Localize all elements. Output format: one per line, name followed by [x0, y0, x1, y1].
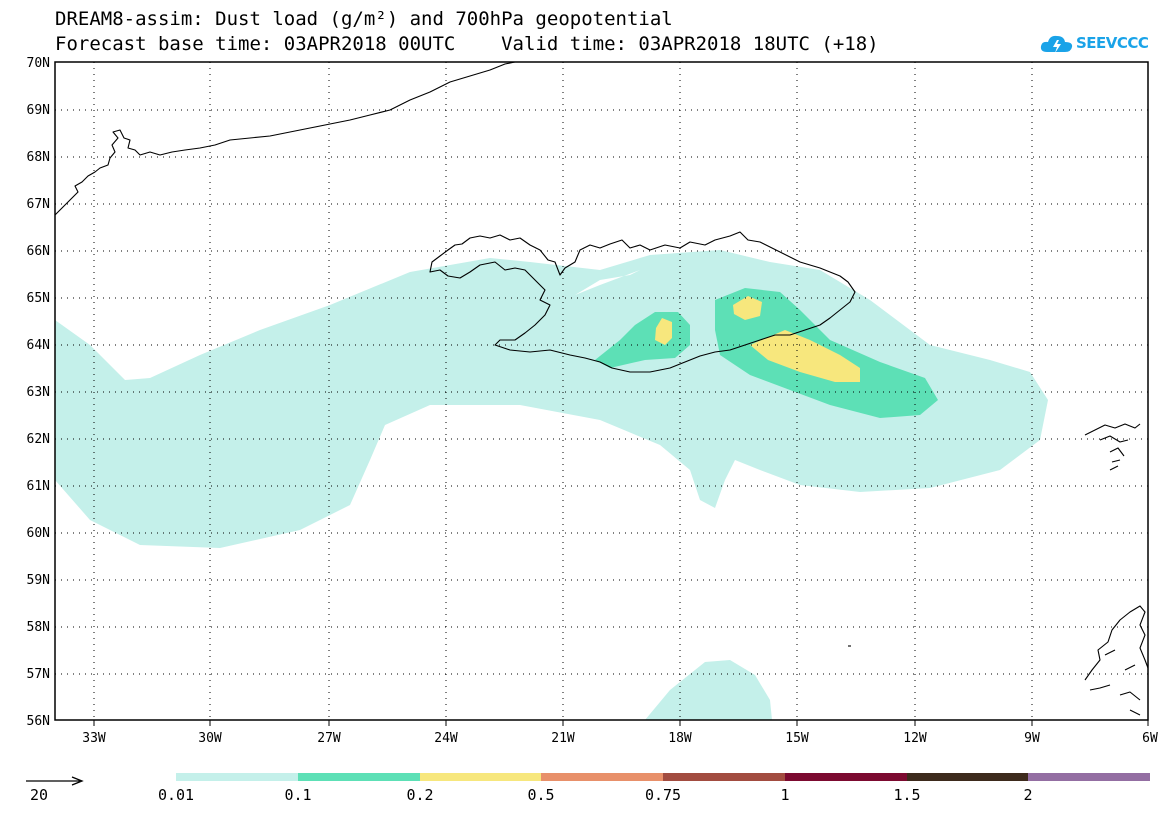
longitude-labels: 33W 30W 27W 24W 21W 18W 15W 12W 9W 6W — [82, 731, 1158, 746]
axis-ticks — [93, 720, 1149, 726]
lat-label: 60N — [27, 526, 50, 541]
lon-label: 18W — [668, 731, 692, 746]
lon-label: 6W — [1142, 731, 1158, 746]
arrow-right-icon — [71, 776, 84, 786]
lon-label: 21W — [551, 731, 575, 746]
contour-0.01-south — [645, 660, 772, 720]
latitude-labels: 70N 69N 68N 67N 66N 65N 64N 63N 62N 61N … — [27, 56, 50, 729]
scale-label: 0.01 — [158, 786, 194, 804]
color-swatch — [541, 773, 663, 781]
color-scale-labels: 0.01 0.1 0.2 0.5 0.75 1 1.5 2 — [158, 786, 1033, 804]
lat-label: 57N — [27, 667, 50, 682]
color-swatch — [176, 773, 298, 781]
lon-label: 30W — [198, 731, 222, 746]
scale-label: 0.5 — [527, 786, 554, 804]
scale-label: 1 — [780, 786, 789, 804]
color-swatch — [298, 773, 420, 781]
lat-label: 61N — [27, 479, 50, 494]
contour-0.2-north — [733, 296, 762, 320]
color-swatch — [785, 773, 907, 781]
lon-label: 33W — [82, 731, 106, 746]
coastlines — [55, 62, 1148, 716]
scale-label: 2 — [1023, 786, 1032, 804]
lat-label: 70N — [27, 56, 50, 71]
contour-0.2-south — [750, 330, 860, 382]
lon-label: 15W — [785, 731, 809, 746]
lon-label: 24W — [434, 731, 458, 746]
scale-label: 1.5 — [893, 786, 920, 804]
dust-contours — [55, 250, 1048, 720]
coastline-iceland — [429, 231, 856, 373]
color-swatch — [663, 773, 785, 781]
clear-area — [575, 270, 640, 295]
lon-label: 27W — [317, 731, 341, 746]
color-swatch — [1028, 773, 1150, 781]
contour-0.2-west — [655, 318, 672, 345]
coastline-faroe — [1084, 423, 1141, 471]
lat-label: 63N — [27, 385, 50, 400]
lat-label: 58N — [27, 620, 50, 635]
reference-vector: 20 — [26, 776, 84, 804]
lat-label: 59N — [27, 573, 50, 588]
color-scale — [176, 773, 1150, 781]
lat-label: 67N — [27, 197, 50, 212]
lat-label: 64N — [27, 338, 50, 353]
lat-label: 69N — [27, 103, 50, 118]
color-swatch — [420, 773, 541, 781]
coastline-greenland — [55, 62, 516, 216]
lon-label: 9W — [1024, 731, 1040, 746]
map-frame — [54, 61, 1149, 721]
color-swatch — [907, 773, 1028, 781]
lat-label: 62N — [27, 432, 50, 447]
lat-label: 68N — [27, 150, 50, 165]
lat-label: 66N — [27, 244, 50, 259]
cloud-lightning-icon — [1040, 35, 1073, 53]
graticule — [55, 62, 1148, 720]
lon-label: 12W — [903, 731, 927, 746]
map-subtitle: Forecast base time: 03APR2018 00UTC Vali… — [55, 33, 879, 55]
logo-text: SEEVCCC — [1076, 34, 1149, 52]
reference-vector-label: 20 — [30, 786, 48, 804]
scale-label: 0.75 — [645, 786, 681, 804]
coastline-scotland — [1084, 605, 1148, 716]
scale-label: 0.2 — [406, 786, 433, 804]
seevccc-logo: SEEVCCC — [1040, 30, 1149, 56]
scale-label: 0.1 — [284, 786, 311, 804]
lat-label: 65N — [27, 291, 50, 306]
map-title: DREAM8-assim: Dust load (g/m²) and 700hP… — [55, 8, 673, 30]
lat-label: 56N — [27, 714, 50, 729]
